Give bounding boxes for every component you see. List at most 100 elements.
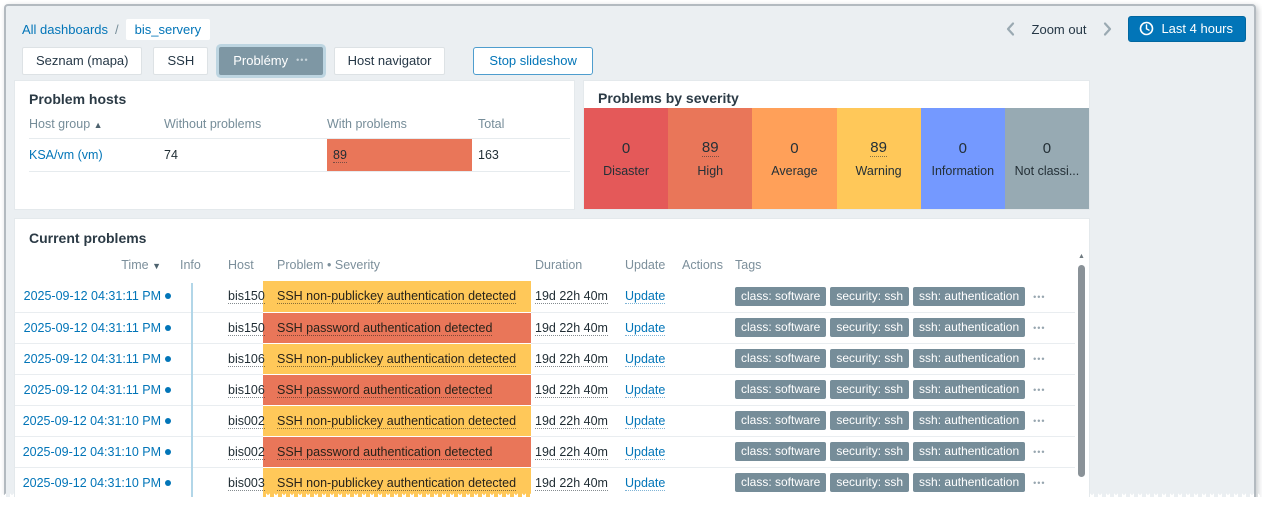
host-link[interactable]: bis106 [228,382,265,398]
tag-badge[interactable]: security: ssh [830,318,910,337]
update-link[interactable]: Update [625,320,666,336]
tag-badge[interactable]: class: software [735,411,827,430]
breadcrumb-all-dashboards-link[interactable]: All dashboards [22,22,108,37]
column-header-host: Host [228,258,254,272]
zoom-out-button[interactable]: Zoom out [1031,21,1087,37]
problem-link[interactable]: SSH password authentication detected [277,320,493,336]
update-link[interactable]: Update [625,475,666,491]
information-count: 0 [958,139,967,157]
warning-label: Warning [855,164,902,178]
host-group-link[interactable]: KSA/vm (vm) [29,148,103,162]
duration-value[interactable]: 19d 22h 40m [535,382,608,398]
problem-time-link[interactable]: 2025-09-12 04:31:10 PM [22,413,161,428]
host-link[interactable]: bis106 [228,351,265,367]
duration-value[interactable]: 19d 22h 40m [535,444,608,460]
problem-link[interactable]: SSH non-publickey authentication detecte… [277,289,517,305]
problem-time-link[interactable]: 2025-09-12 04:31:11 PM [23,382,161,397]
tag-badge[interactable]: security: ssh [830,286,910,306]
stop-slideshow-button[interactable]: Stop slideshow [473,47,593,75]
problem-time-link[interactable]: 2025-09-12 04:31:11 PM [23,289,161,304]
tag-badge[interactable]: ssh: authentication [913,286,1026,306]
chevron-right-icon[interactable] [1099,21,1115,37]
with-problems-count[interactable]: 89 [333,148,347,163]
without-problems-count: 74 [164,138,327,172]
more-tags-icon[interactable]: ••• [1033,354,1046,364]
problem-link[interactable]: SSH non-publickey authentication detecte… [277,475,517,491]
tab-seznam-mapa[interactable]: Seznam (mapa) [22,47,143,75]
host-link[interactable]: bis150 [228,320,265,336]
duration-value[interactable]: 19d 22h 40m [535,289,608,305]
problem-link[interactable]: SSH password authentication detected [277,382,493,398]
information-label: Information [931,163,995,178]
tag-badge[interactable]: ssh: authentication [913,473,1026,492]
tag-badge[interactable]: class: software [735,349,827,368]
more-tags-icon[interactable]: ••• [1033,291,1046,302]
tag-badge[interactable]: ssh: authentication [913,411,1026,430]
tag-badge[interactable]: class: software [735,473,827,492]
tag-badge[interactable]: ssh: authentication [913,380,1026,399]
tab-host-navigator[interactable]: Host navigator [333,47,446,75]
host-link[interactable]: bis002 [228,444,265,460]
timeline-dot [165,324,171,331]
tag-badge[interactable]: security: ssh [830,411,910,430]
problem-link[interactable]: SSH non-publickey authentication detecte… [277,351,517,367]
update-link[interactable]: Update [625,413,666,429]
timeline-dot [165,479,171,486]
tag-badge[interactable]: class: software [735,318,827,337]
more-tags-icon[interactable]: ••• [1033,323,1046,333]
problem-time-link[interactable]: 2025-09-12 04:31:10 PM [22,475,161,490]
breadcrumb-current-dashboard[interactable]: bis_servery [125,19,211,40]
timeline-dot [165,417,171,424]
tag-badge[interactable]: security: ssh [830,349,910,368]
host-link[interactable]: bis150 [228,289,265,305]
tab-ssh[interactable]: SSH [153,47,209,75]
tag-badge[interactable]: ssh: authentication [913,349,1026,368]
update-link[interactable]: Update [625,382,666,398]
tag-badge[interactable]: class: software [735,286,827,306]
more-tags-icon[interactable]: ••• [1033,416,1046,426]
column-header-host-group[interactable]: Host group ▲ [29,111,164,139]
problem-row: 2025-09-12 04:31:11 PM bis106 SSH passwo… [15,374,1075,406]
tab-problemy[interactable]: Problémy ••• [219,47,323,75]
scrollbar-thumb[interactable] [1078,265,1085,477]
table-scrollbar[interactable]: ▲ [1077,252,1086,495]
tag-badge[interactable]: security: ssh [830,442,910,461]
duration-value[interactable]: 19d 22h 40m [535,475,608,491]
tag-badge[interactable]: class: software [735,380,827,399]
host-link[interactable]: bis002 [228,413,265,429]
timeline-dot [165,386,171,393]
host-link[interactable]: bis003 [228,475,265,491]
tag-badge[interactable]: security: ssh [830,380,910,399]
tag-badge[interactable]: class: software [735,442,827,461]
severity-cell-information: 0 Information [920,108,1005,209]
time-range-label: Last 4 hours [1161,21,1233,36]
problem-time-link[interactable]: 2025-09-12 04:31:11 PM [23,351,161,366]
duration-value[interactable]: 19d 22h 40m [535,320,608,336]
problem-time-link[interactable]: 2025-09-12 04:31:10 PM [22,444,161,459]
tab-menu-dots-icon[interactable]: ••• [296,55,309,65]
warning-count[interactable]: 89 [870,139,887,157]
time-range-button[interactable]: Last 4 hours [1128,16,1246,42]
more-tags-icon[interactable]: ••• [1033,385,1046,395]
duration-value[interactable]: 19d 22h 40m [535,351,608,367]
more-tags-icon[interactable]: ••• [1033,478,1046,488]
column-header-time[interactable]: Time ▼ [121,258,161,272]
update-link[interactable]: Update [625,444,666,460]
tag-badge[interactable]: security: ssh [830,473,910,492]
sort-asc-icon: ▲ [93,120,103,130]
problem-link[interactable]: SSH password authentication detected [277,444,493,460]
duration-value[interactable]: 19d 22h 40m [535,413,608,429]
problem-link[interactable]: SSH non-publickey authentication detecte… [277,413,517,429]
update-link[interactable]: Update [625,289,666,305]
actions-cell [682,312,735,344]
problem-hosts-panel: Problem hosts Host group ▲ Without probl… [14,80,575,210]
tag-badge[interactable]: ssh: authentication [913,442,1026,461]
tag-badge[interactable]: ssh: authentication [913,318,1026,337]
update-link[interactable]: Update [625,351,666,367]
problem-time-link[interactable]: 2025-09-12 04:31:11 PM [23,320,161,335]
problem-row: 2025-09-12 04:31:10 PM bis002 SSH non-pu… [15,405,1075,437]
more-tags-icon[interactable]: ••• [1033,447,1046,457]
chevron-left-icon[interactable] [1003,21,1019,37]
high-count[interactable]: 89 [701,139,719,157]
scrollbar-up-arrow-icon[interactable]: ▲ [1078,253,1085,260]
